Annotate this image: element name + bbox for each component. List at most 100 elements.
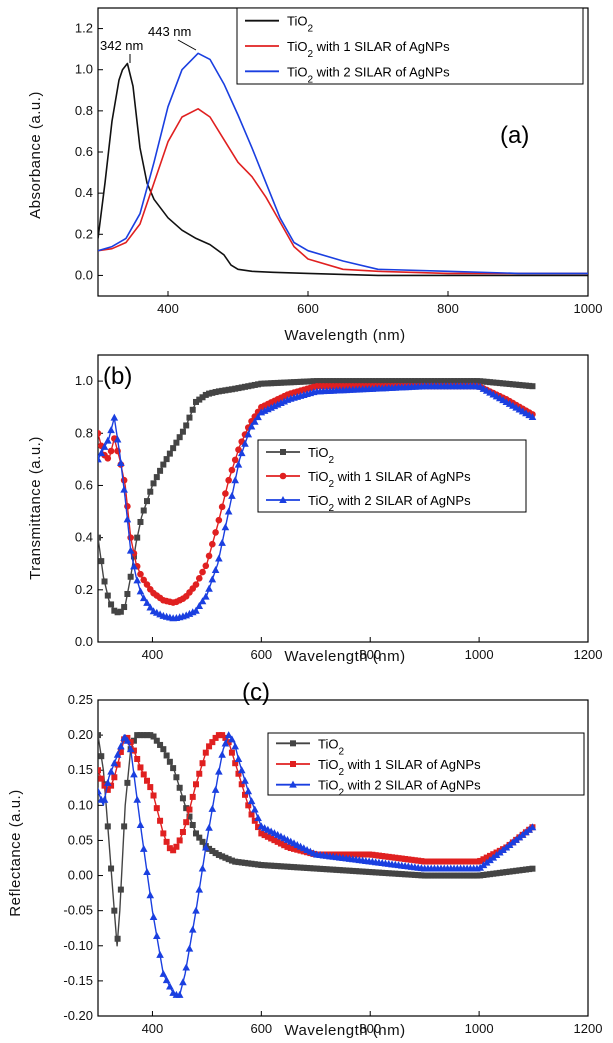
panel-c: (c) Wavelength (nm) Reflectance (a.u.) 4… (7, 679, 602, 1039)
series-marker-3 (156, 950, 164, 958)
series-marker-2 (268, 835, 275, 842)
series-marker-3 (120, 485, 128, 493)
series-marker-1 (330, 866, 337, 873)
series-marker-2 (228, 749, 235, 756)
series-marker-1 (196, 396, 203, 403)
series-marker-1 (147, 488, 154, 495)
series-marker-1 (526, 382, 533, 389)
series-marker-3 (146, 603, 155, 611)
series-marker-1 (130, 737, 137, 744)
series-marker-1 (398, 378, 405, 385)
series-marker-1 (219, 853, 226, 860)
series-marker-1 (340, 378, 346, 385)
series-marker-1 (183, 805, 190, 812)
series-marker-1 (477, 872, 484, 879)
series-marker-1 (506, 868, 513, 875)
series-marker-3 (221, 739, 230, 747)
series-marker-1 (281, 379, 288, 386)
series-marker-2 (366, 851, 373, 858)
series-marker-2 (415, 857, 422, 864)
y-tick-label: 0.10 (68, 797, 93, 812)
series-marker-3 (188, 925, 197, 933)
series-marker-1 (359, 378, 366, 385)
series-marker-1 (431, 378, 438, 385)
series-marker-3 (126, 745, 135, 753)
series-marker-1 (212, 389, 219, 396)
series-marker-3 (113, 750, 122, 758)
series-marker-3 (130, 770, 138, 778)
y-tick-label: 0.15 (68, 762, 93, 777)
series-marker-2 (232, 760, 239, 767)
series-marker-1 (467, 378, 474, 385)
series-marker-2 (179, 829, 186, 836)
series-marker-3 (221, 523, 230, 531)
series-marker-1 (140, 507, 147, 514)
series-marker-3 (98, 449, 106, 457)
series-marker-1 (392, 870, 399, 877)
series-marker-2 (215, 732, 222, 739)
series-marker-1 (140, 732, 147, 739)
series-marker-1 (248, 860, 255, 867)
series-marker-1 (235, 385, 242, 392)
series-marker-2 (231, 456, 239, 464)
series-marker-1 (108, 601, 115, 608)
series-marker-1 (127, 573, 134, 580)
series-marker-1 (134, 534, 141, 541)
series-marker-3 (104, 436, 112, 444)
series-marker-1 (160, 461, 167, 468)
series-marker-2 (228, 466, 236, 474)
series-marker-1 (101, 578, 108, 585)
series-marker-2 (186, 806, 193, 813)
series-marker-1 (147, 732, 154, 739)
series-marker-3 (234, 460, 243, 468)
series-marker-1 (144, 732, 150, 739)
series-marker-1 (460, 378, 467, 385)
series-marker-3 (211, 785, 220, 793)
series-marker-1 (245, 383, 252, 390)
series-marker-3 (205, 584, 213, 592)
series-marker-1 (411, 378, 418, 385)
series-line-2 (98, 108, 588, 275)
series-marker-2 (107, 447, 115, 455)
series-marker-1 (313, 865, 320, 872)
series-marker-1 (215, 851, 222, 858)
series-marker-2 (457, 858, 464, 865)
series-marker-2 (473, 858, 480, 865)
series-marker-2 (196, 770, 203, 777)
series-marker-3 (104, 778, 112, 786)
legend-marker-1 (290, 740, 296, 747)
series-marker-1 (451, 378, 458, 385)
series-marker-2 (389, 854, 395, 861)
series-marker-1 (176, 434, 183, 441)
series-marker-1 (209, 847, 216, 854)
series-marker-1 (300, 864, 307, 871)
series-marker-2 (464, 858, 471, 865)
series-marker-1 (163, 456, 170, 463)
series-marker-3 (143, 868, 151, 876)
series-marker-1 (320, 866, 327, 873)
series-marker-1 (310, 378, 317, 385)
series-marker-3 (192, 906, 200, 914)
series-marker-2 (248, 811, 255, 818)
series-marker-2 (235, 770, 242, 777)
series-marker-1 (261, 862, 268, 869)
series-marker-1 (509, 381, 516, 388)
series-marker-2 (202, 749, 209, 756)
series-marker-1 (196, 834, 203, 841)
y-tick-label: 0.8 (75, 425, 93, 440)
series-marker-2 (411, 857, 418, 864)
series-marker-3 (244, 787, 253, 795)
panel-b-label: (b) (103, 363, 132, 390)
series-marker-2 (438, 858, 444, 865)
series-marker-1 (441, 872, 448, 879)
x-tick-label: 600 (250, 647, 272, 662)
series-marker-1 (287, 863, 294, 870)
series-marker-3 (113, 435, 122, 443)
series-marker-1 (98, 534, 101, 541)
x-tick-label: 600 (297, 301, 319, 316)
series-marker-1 (487, 379, 493, 386)
series-marker-1 (323, 378, 330, 385)
series-marker-3 (208, 804, 217, 812)
panel-a-xlabel: Wavelength (nm) (284, 327, 405, 344)
legend-label-1: TiO2 (308, 445, 334, 466)
